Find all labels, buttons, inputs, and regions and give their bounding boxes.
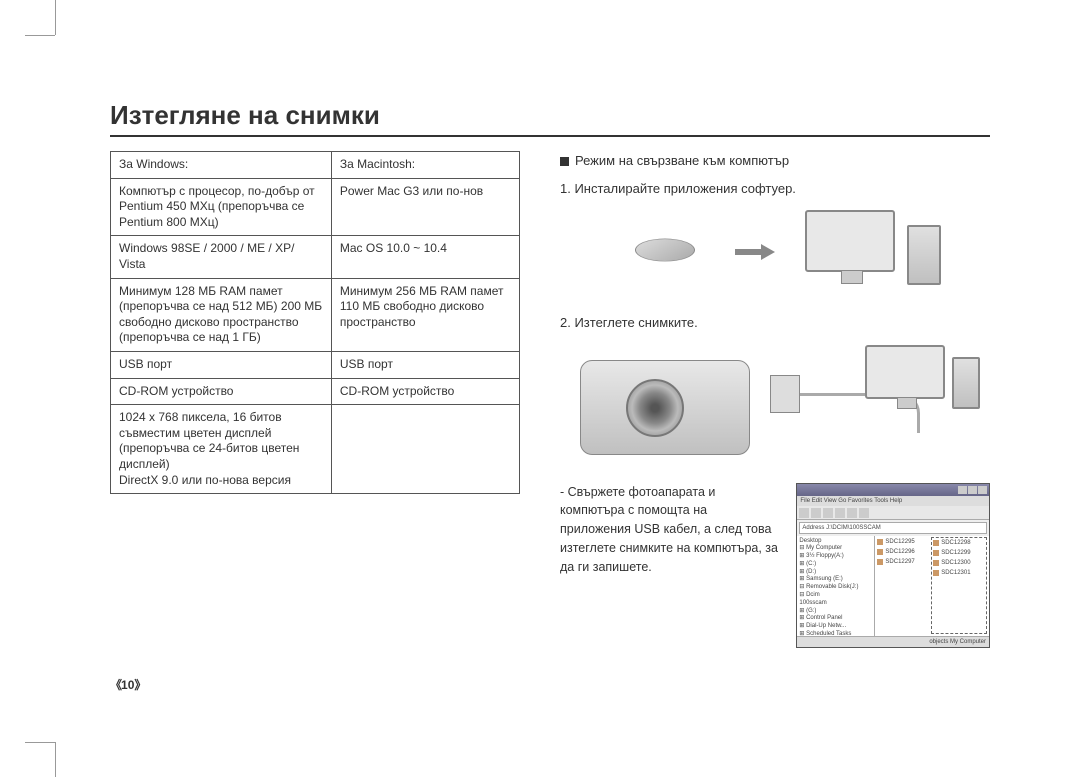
tree-line: ⊞ (C:) <box>799 561 872 569</box>
tree-line: ⊞ (D:) <box>799 569 872 577</box>
requirements-column: За Windows: За Macintosh: Компютър с про… <box>110 151 520 648</box>
row4-mac: CD-ROM устройство <box>331 378 519 405</box>
page-number: 《10》 <box>110 676 990 693</box>
row3-win: USB порт <box>111 351 332 378</box>
page-title: Изтегляне на снимки <box>110 100 990 137</box>
file-col-2-selected: SDC12298 SDC12299 SDC12300 SDC12301 <box>931 537 987 634</box>
tool-icon <box>859 508 869 518</box>
close-icon <box>978 486 987 494</box>
monitor2-icon <box>865 345 945 399</box>
tree-line: ⊞ 3½ Floppy(A:) <box>799 553 872 561</box>
explorer-titlebar <box>797 484 989 496</box>
section-header-text: Режим на свързване към компютър <box>575 153 789 168</box>
arrow-icon <box>735 245 775 259</box>
header-windows: За Windows: <box>111 152 332 179</box>
row4-win: CD-ROM устройство <box>111 378 332 405</box>
row3-mac: USB порт <box>331 351 519 378</box>
tree-line: ⊞ (G:) <box>799 608 872 616</box>
tool-icon <box>811 508 821 518</box>
row0-mac: Power Mac G3 или по-нов <box>331 178 519 236</box>
monitor-icon <box>805 210 895 272</box>
tool-icon <box>823 508 833 518</box>
two-column-layout: За Windows: За Macintosh: Компютър с про… <box>110 151 990 648</box>
explorer-body: Desktop ⊟ My Computer ⊞ 3½ Floppy(A:) ⊞ … <box>797 536 989 636</box>
tree-line: Desktop <box>799 538 872 546</box>
explorer-address: Address J:\DCIM\100SSCAM <box>799 522 987 534</box>
maximize-icon <box>968 486 977 494</box>
explorer-screenshot: File Edit View Go Favorites Tools Help A… <box>796 483 990 648</box>
row2-win: Минимум 128 МБ RAM памет (препоръчва се … <box>111 278 332 351</box>
explorer-menu: File Edit View Go Favorites Tools Help <box>797 496 989 506</box>
page-content: Изтегляне на снимки За Windows: За Macin… <box>110 100 990 693</box>
instructions-column: Режим на свързване към компютър 1. Инста… <box>560 151 990 648</box>
explorer-files: SDC12295 SDC12296 SDC12297 SDC12298 SDC1… <box>875 536 989 636</box>
tree-line: ⊞ Control Panel <box>799 615 872 623</box>
header-mac: За Macintosh: <box>331 152 519 179</box>
tree-line: ⊞ Scheduled Tasks <box>799 631 872 635</box>
connection-note: - Свържете фотоапарата и компютъра с пом… <box>560 483 778 648</box>
explorer-toolbar <box>797 506 989 520</box>
tree-line: ⊞ Samsung (E:) <box>799 576 872 584</box>
tree-line: ⊟ Removable Disk(J:) <box>799 584 872 592</box>
page-num-decoration: 《 <box>110 678 121 692</box>
cd-icon <box>635 239 695 262</box>
square-bullet-icon <box>560 157 569 166</box>
file-col-1: SDC12295 SDC12296 SDC12297 <box>877 538 929 634</box>
tool-icon <box>847 508 857 518</box>
section-header: Режим на свързване към компютър <box>560 151 990 171</box>
file-item: SDC12297 <box>877 558 929 567</box>
install-diagram <box>605 210 945 295</box>
tool-icon <box>799 508 809 518</box>
file-item: SDC12301 <box>933 569 985 578</box>
file-item: SDC12295 <box>877 538 929 547</box>
tree-line: 100sscam <box>799 600 872 608</box>
row2-mac: Минимум 256 МБ RAM памет 110 МБ свободно… <box>331 278 519 351</box>
page-num-decoration: 》 <box>134 678 145 692</box>
bottom-row: - Свържете фотоапарата и компютъра с пом… <box>560 483 990 648</box>
row0-win: Компютър с процесор, по-добър от Pentium… <box>111 178 332 236</box>
lens-icon <box>626 379 684 437</box>
file-item: SDC12298 <box>933 539 985 548</box>
tree-line: ⊟ My Computer <box>799 545 872 553</box>
row1-win: Windows 98SE / 2000 / ME / XP/ Vista <box>111 236 332 278</box>
requirements-table: За Windows: За Macintosh: Компютър с про… <box>110 151 520 494</box>
tree-line: ⊟ Dcim <box>799 592 872 600</box>
row5-win: 1024 x 768 пиксела, 16 битов съвместим ц… <box>111 405 332 494</box>
minimize-icon <box>958 486 967 494</box>
file-item: SDC12300 <box>933 559 985 568</box>
explorer-tree: Desktop ⊟ My Computer ⊞ 3½ Floppy(A:) ⊞ … <box>797 536 875 636</box>
step-1-text: 1. Инсталирайте приложения софтуер. <box>560 179 990 199</box>
file-item: SDC12299 <box>933 549 985 558</box>
explorer-status: objects My Computer <box>797 636 989 647</box>
pc-tower2-icon <box>952 357 980 409</box>
usb-connector-icon <box>770 375 800 413</box>
pc-tower-icon <box>907 225 941 285</box>
tree-line: ⊞ Dial-Up Netw... <box>799 623 872 631</box>
step-2-text: 2. Изтеглете снимките. <box>560 313 990 333</box>
row5-mac <box>331 405 519 494</box>
row1-mac: Mac OS 10.0 ~ 10.4 <box>331 236 519 278</box>
camera-icon <box>580 360 750 455</box>
connection-diagram <box>580 345 960 465</box>
tool-icon <box>835 508 845 518</box>
page-num-value: 10 <box>121 678 134 692</box>
file-item: SDC12296 <box>877 548 929 557</box>
